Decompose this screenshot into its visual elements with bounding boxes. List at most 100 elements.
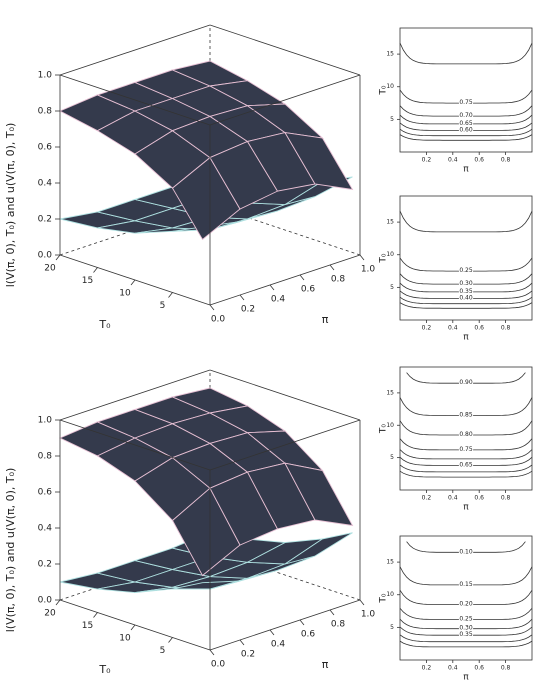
y-tick-label: 15: [386, 559, 394, 566]
x-tick: [329, 609, 335, 616]
box-edge: [209, 254, 361, 306]
surface-patch: [284, 132, 354, 191]
x-tick: [359, 599, 365, 606]
x-tick-label: 0.2: [422, 157, 432, 164]
contour-label: 0.70: [459, 112, 473, 119]
y-tick-label: 20: [44, 609, 56, 619]
x-axis-title: π: [463, 333, 469, 343]
box-edge: [209, 369, 361, 421]
contour-line: [399, 273, 533, 285]
x-axis-title: π: [322, 313, 329, 326]
contour-line: [399, 210, 533, 233]
y-tick-label: 5: [390, 284, 394, 291]
z-axis-title: l(V(π, 0), T₀) and u(V(π, 0), T₀): [4, 123, 17, 288]
y-tick-label: 5: [390, 116, 394, 123]
contour-line: [399, 626, 533, 636]
contour-label: 0.75: [459, 99, 473, 106]
x-tick-label: 0.6: [474, 157, 484, 164]
x-tick: [329, 264, 335, 271]
y-tick-label: 10: [386, 422, 394, 429]
contour-line: [399, 296, 533, 305]
box-edge: [209, 74, 361, 126]
x-tick-label: 0.2: [422, 495, 432, 502]
contour-line: [399, 114, 533, 125]
x-tick-label: 0.2: [241, 650, 255, 660]
contour-label: 0.60: [459, 126, 473, 133]
x-tick-label: 0.2: [422, 665, 432, 672]
y-tick-label: 15: [82, 276, 93, 286]
x-tick-label: 0.0: [211, 315, 226, 325]
contour-label: 0.80: [459, 431, 473, 438]
box-edge: [59, 369, 211, 421]
z-tick-label: 1.0: [38, 416, 53, 426]
contour-label: 0.85: [459, 412, 473, 419]
contour-label: 0.30: [459, 280, 473, 287]
x-tick-label: 0.6: [301, 285, 316, 295]
contour-line: [399, 89, 533, 104]
contour-line: [399, 134, 533, 141]
x-tick: [269, 629, 275, 636]
contour-line: [399, 589, 533, 605]
x-tick-label: 0.4: [271, 640, 286, 650]
y-tick: [55, 254, 61, 261]
y-tick: [93, 612, 98, 618]
x-tick-label: 0.4: [448, 157, 458, 164]
y-tick-label: 5: [390, 624, 394, 631]
x-tick-label: 0.8: [501, 325, 511, 332]
z-tick-label: 0.8: [38, 452, 53, 462]
x-tick: [269, 284, 275, 291]
y-tick-label: 15: [386, 51, 394, 58]
contour-label: 0.40: [459, 294, 473, 301]
contour-label: 0.25: [459, 616, 473, 623]
contour-line: [399, 290, 533, 299]
contour-label: 0.75: [459, 446, 473, 453]
y-axis-title: T₀: [98, 318, 111, 331]
contour-line: [399, 607, 533, 620]
y-axis-title: T₀: [379, 253, 389, 263]
x-tick-label: 1.0: [361, 265, 376, 275]
x-tick-label: 0.8: [331, 275, 346, 285]
z-axis-title: l(V(π, 0), T₀) and u(V(π, 0), T₀): [4, 468, 17, 633]
x-tick-label: 0.2: [241, 305, 255, 315]
z-tick-label: 0.0: [38, 251, 53, 261]
x-tick: [239, 639, 245, 646]
contour-line: [399, 257, 533, 272]
box-edge: [209, 24, 361, 76]
contour-line: [399, 128, 533, 137]
contour-line: [399, 456, 533, 466]
surface-patch: [284, 462, 354, 527]
box-edge: [209, 204, 361, 256]
x-axis-title: π: [322, 658, 329, 671]
contour-label: 0.90: [459, 379, 473, 386]
contour-label: 0.30: [459, 625, 473, 632]
contour-line: [399, 618, 533, 630]
y-tick-label: 15: [386, 389, 394, 396]
y-tick: [130, 624, 136, 631]
y-tick-label: 10: [386, 251, 394, 258]
contour-line: [399, 282, 533, 293]
z-tick-label: 0.4: [38, 179, 53, 189]
y-tick-label: 20: [44, 264, 56, 274]
contour-label: 0.65: [459, 120, 473, 127]
y-axis-title: T₀: [98, 663, 111, 676]
contour-line: [399, 42, 533, 65]
contour-line: [406, 372, 526, 384]
contour-line: [399, 438, 533, 451]
y-tick-label: 5: [160, 646, 166, 656]
plot-frame: [399, 535, 533, 661]
x-axis-title: π: [463, 673, 469, 683]
contour-line: [399, 105, 533, 117]
contour-label: 0.35: [459, 631, 473, 638]
x-tick-label: 0.4: [448, 665, 458, 672]
y-tick: [55, 599, 61, 606]
x-tick-label: 0.6: [474, 325, 484, 332]
y-tick-label: 10: [119, 289, 131, 299]
contour-label: 0.65: [459, 461, 473, 468]
x-tick-label: 0.6: [301, 630, 316, 640]
contour-line: [399, 640, 533, 648]
x-tick: [299, 619, 305, 626]
contour-line: [399, 470, 533, 478]
y-axis-title: T₀: [379, 424, 389, 434]
z-tick-label: 0.2: [38, 215, 52, 225]
